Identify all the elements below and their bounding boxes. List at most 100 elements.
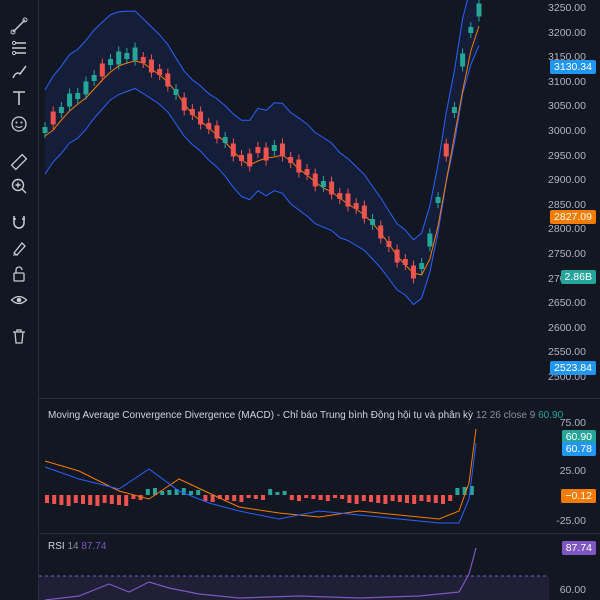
macd-histogram-bar (426, 495, 431, 502)
rsi-plot[interactable] (39, 534, 600, 600)
eye-icon[interactable] (7, 288, 31, 312)
macd-histogram-bar (196, 490, 201, 495)
macd-tag: 60.78 (561, 442, 596, 456)
price-axis-label: 2750.00 (548, 248, 586, 260)
candle (402, 259, 408, 265)
macd-histogram-bar (174, 489, 179, 495)
trash-icon[interactable] (7, 324, 31, 348)
candle (460, 53, 466, 67)
candle (304, 169, 310, 175)
candle (476, 3, 482, 17)
rsi-tag: 87.74 (561, 541, 596, 555)
candle (419, 263, 425, 269)
macd-histogram-bar (397, 495, 402, 502)
macd-plot[interactable] (39, 399, 600, 533)
macd-tag: 60.90 (561, 430, 596, 444)
candle (181, 97, 187, 111)
candle (394, 249, 400, 263)
pane-divider[interactable] (39, 398, 600, 399)
brush-icon[interactable] (7, 60, 31, 84)
macd-histogram-bar (419, 495, 424, 501)
rsi-pane[interactable]: RSI 14 87.74 60.00 87.74 (39, 534, 600, 600)
drawing-toolbar (0, 0, 39, 600)
macd-histogram-bar (225, 495, 229, 500)
macd-signal-line (44, 428, 477, 520)
text-tool-icon[interactable] (7, 86, 31, 110)
candle (58, 107, 64, 113)
price-axis-label: 3200.00 (548, 26, 586, 39)
chart-area[interactable]: 3250.00 3200.00 3150.00 3100.00 3050.00 3000.… (39, 0, 600, 600)
macd-histogram-bar (275, 492, 280, 495)
macd-histogram-bar (455, 488, 460, 495)
macd-title: Moving Average Convergence Divergence (M… (48, 410, 474, 421)
macd-histogram-bar (167, 490, 172, 495)
macd-histogram-bar (304, 495, 309, 498)
macd-histogram-bar (109, 495, 114, 504)
candle (361, 205, 367, 219)
candle (173, 89, 179, 95)
candle (108, 59, 114, 65)
macd-histogram-bar (261, 495, 265, 500)
candle (75, 93, 81, 99)
rsi-title: RSI (48, 541, 65, 552)
macd-histogram-bar (232, 495, 237, 501)
price-pane[interactable]: 3250.00 3200.00 3150.00 3100.00 3050.00 3000.… (39, 0, 600, 398)
rsi-legend[interactable]: RSI 14 87.74 (48, 541, 106, 552)
candle (345, 193, 351, 207)
macd-histogram-bar (318, 495, 323, 500)
candle (230, 143, 236, 157)
candle (386, 241, 392, 247)
macd-histogram-bar (102, 495, 107, 503)
magnet-icon[interactable] (7, 210, 31, 234)
macd-pane[interactable]: Moving Average Convergence Divergence (M… (39, 399, 600, 533)
rsi-params: 14 (67, 541, 79, 552)
candle (140, 57, 146, 63)
macd-histogram-bar (124, 495, 129, 506)
price-axis-label: 2900.00 (548, 174, 586, 187)
candle (468, 27, 474, 33)
macd-histogram-bar (253, 495, 258, 499)
price-plot[interactable] (39, 0, 600, 398)
macd-histogram-bar (268, 489, 273, 495)
macd-tag: −0.12 (561, 489, 596, 503)
macd-histogram-bar (361, 495, 366, 501)
macd-histogram-bar (289, 495, 294, 500)
emoji-icon[interactable] (7, 112, 31, 136)
macd-value: 60.90 (538, 410, 564, 421)
macd-histogram-bar (412, 495, 417, 504)
macd-histogram-bar (138, 495, 143, 500)
candle (263, 147, 269, 161)
macd-histogram-bar (131, 495, 136, 499)
bollinger-fill (45, 0, 479, 305)
macd-legend[interactable]: Moving Average Convergence Divergence (M… (48, 410, 563, 421)
macd-histogram-bar (376, 495, 381, 503)
candle (255, 147, 261, 153)
candle (206, 123, 212, 129)
candle (42, 127, 48, 133)
macd-histogram-bar (181, 488, 186, 495)
bollinger-upper (44, 0, 468, 241)
candle (124, 53, 130, 59)
macd-axis-label: -25.00 (556, 515, 586, 527)
zoom-in-icon[interactable] (7, 174, 31, 198)
macd-histogram-bar (246, 495, 251, 498)
pane-divider[interactable] (39, 533, 600, 534)
macd-histogram-bar (369, 495, 373, 502)
macd-histogram-bar (145, 489, 150, 495)
moving-average-line (44, 25, 480, 276)
fib-tools-icon[interactable] (7, 36, 31, 60)
ruler-icon[interactable] (7, 150, 31, 174)
candle (83, 81, 89, 95)
trend-lines-icon[interactable] (7, 14, 31, 38)
macd-histogram-bar (347, 495, 352, 503)
lock-icon[interactable] (7, 262, 31, 286)
price-axis-label: 2950.00 (548, 149, 586, 162)
rsi-value: 87.74 (81, 541, 107, 552)
macd-histogram-bar (405, 495, 409, 503)
candle (271, 145, 277, 151)
lock-drawings-icon[interactable] (7, 236, 31, 260)
macd-line (44, 442, 477, 524)
candle (451, 107, 457, 113)
candle (99, 63, 105, 77)
macd-histogram-bar (217, 495, 222, 499)
